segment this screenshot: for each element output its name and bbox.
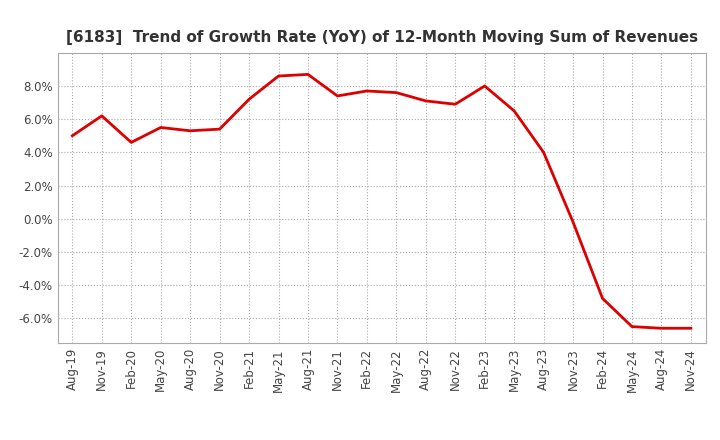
Title: [6183]  Trend of Growth Rate (YoY) of 12-Month Moving Sum of Revenues: [6183] Trend of Growth Rate (YoY) of 12-… (66, 29, 698, 45)
